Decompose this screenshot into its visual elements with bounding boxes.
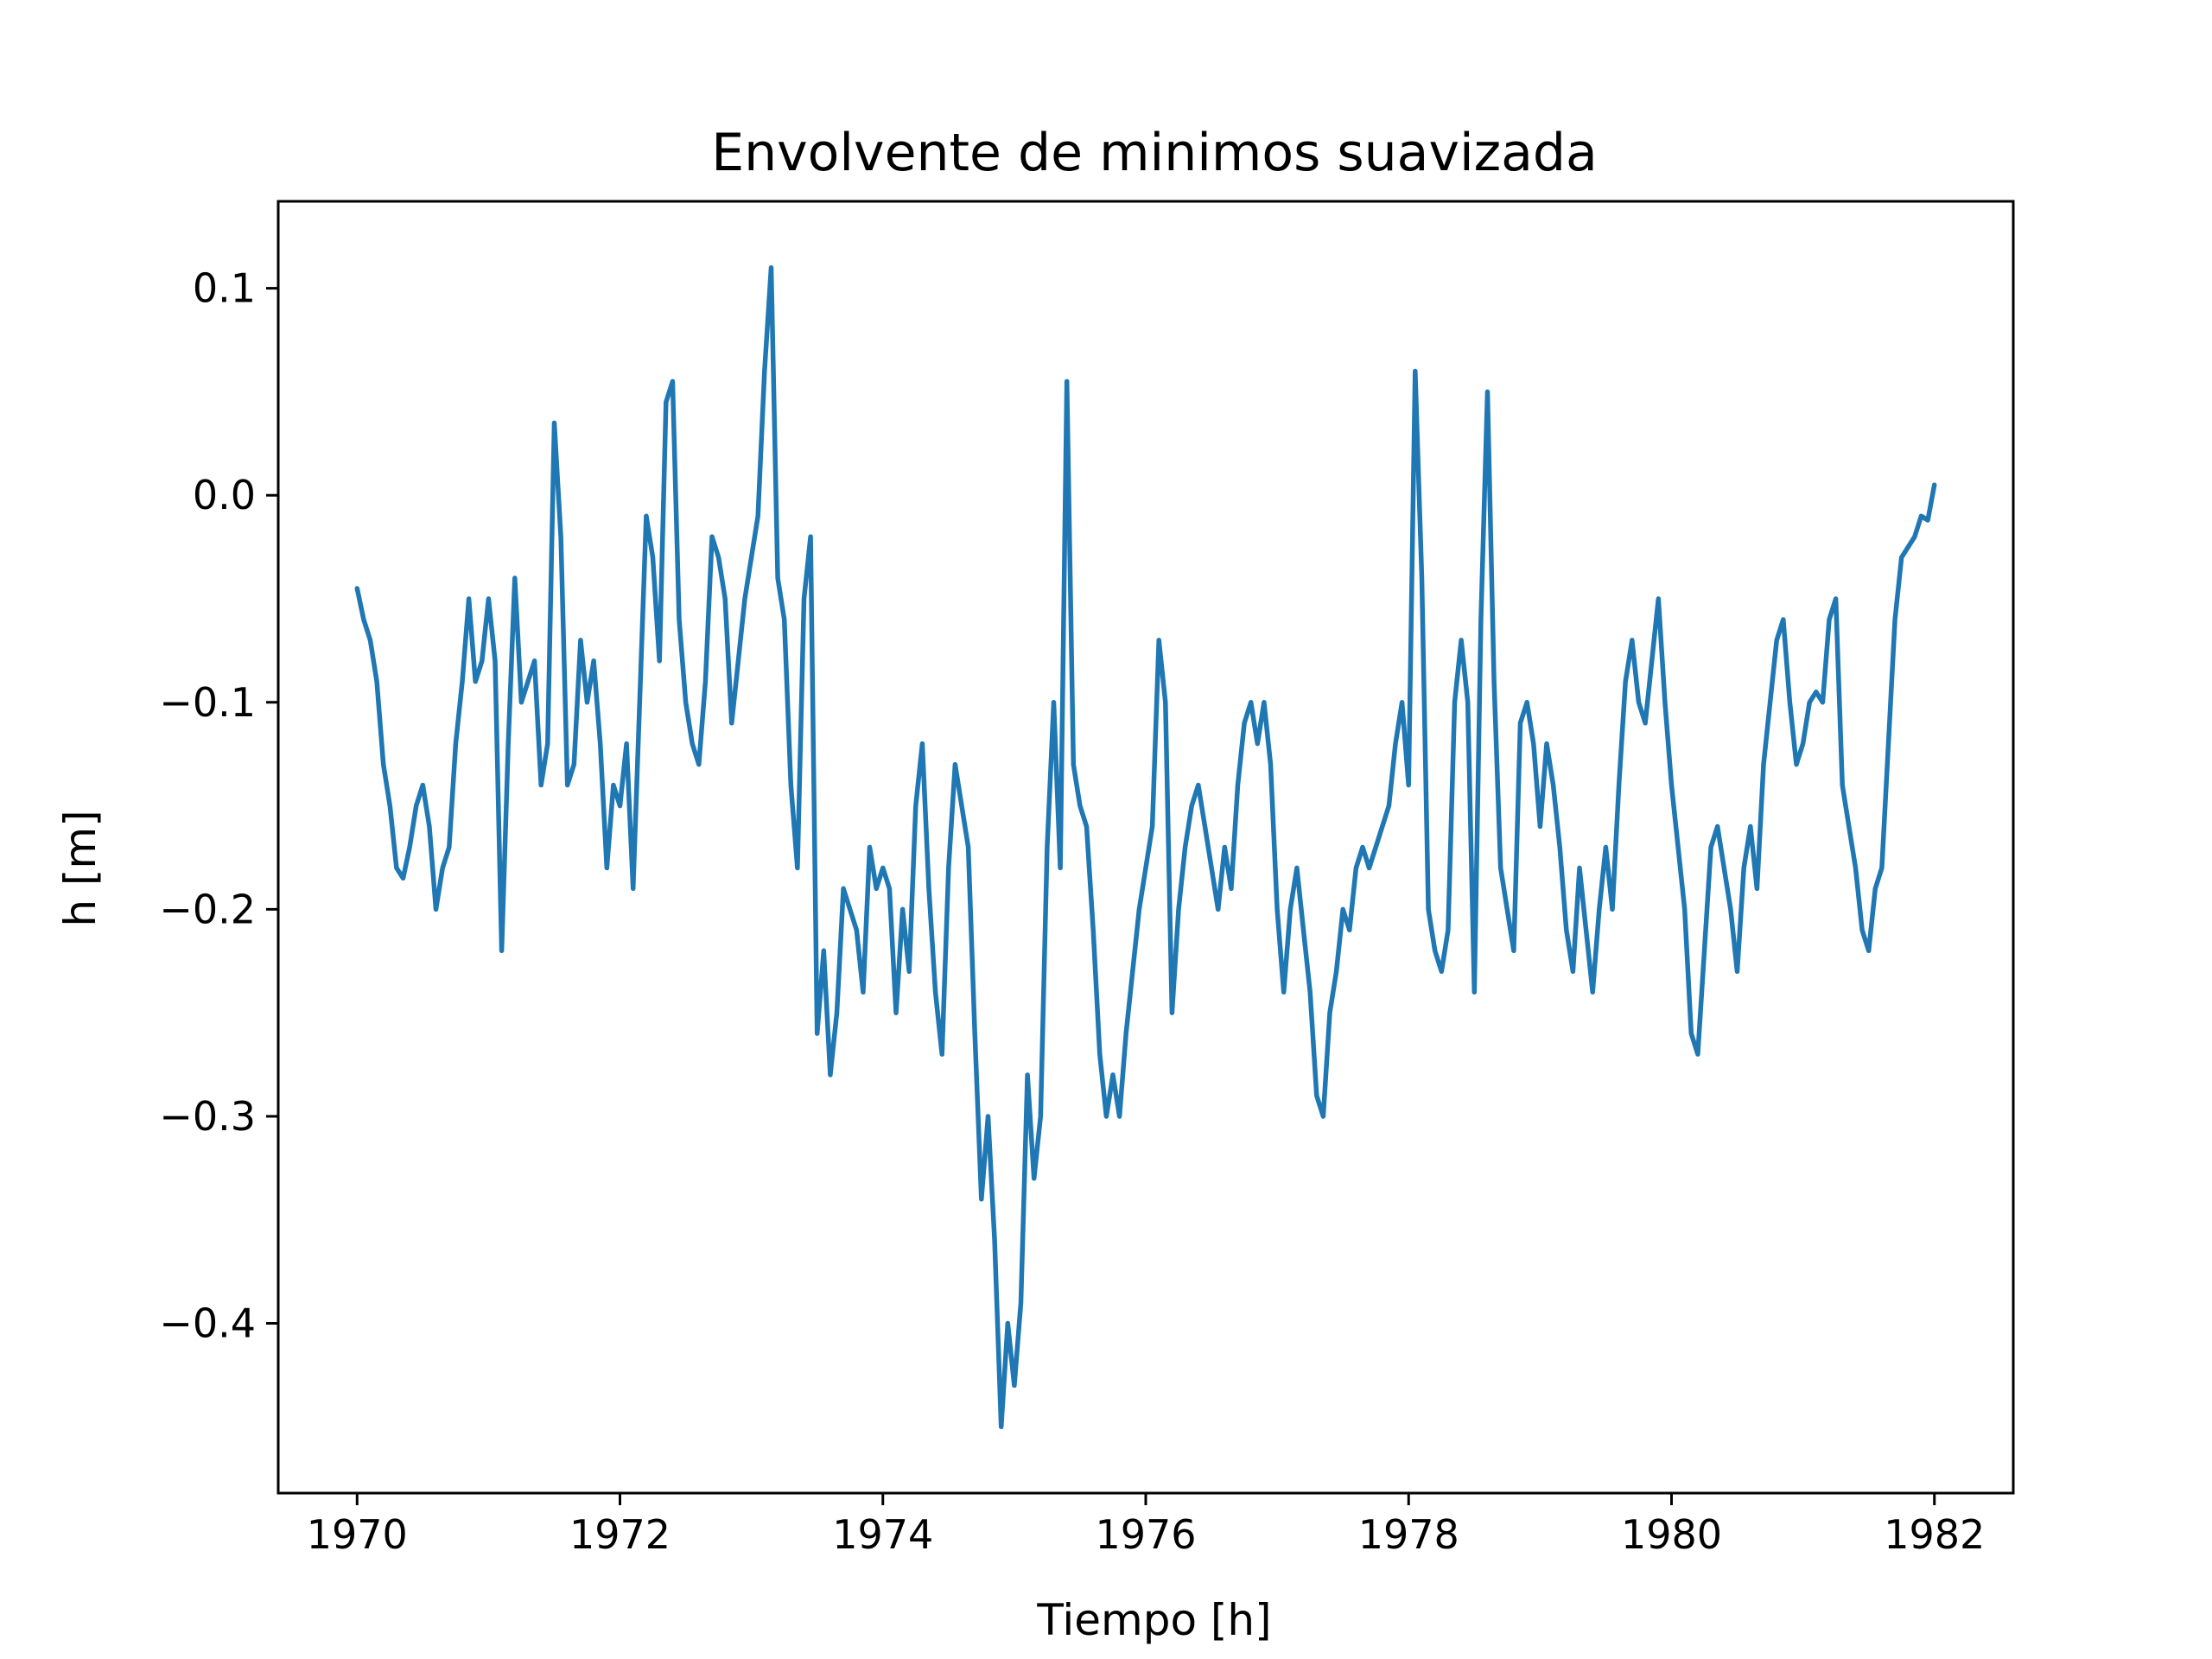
x-axis-label: Tiempo [h] [1036,1595,1271,1645]
y-tick-label: −0.3 [159,1093,256,1140]
y-tick-label: −0.4 [159,1300,256,1347]
x-tick-label: 1978 [1358,1511,1459,1558]
x-tick-label: 1982 [1884,1511,1985,1558]
y-axis-ticks: 0.1 0.0 −0.1 −0.2 −0.3 −0.4 [159,265,278,1347]
y-tick-label: 0.1 [193,265,256,312]
x-tick-label: 1980 [1621,1511,1722,1558]
x-tick-label: 1972 [569,1511,671,1558]
x-axis-ticks: 1970 1972 1974 1976 1978 1980 1982 [307,1493,1985,1558]
x-tick-label: 1976 [1095,1511,1196,1558]
chart-title: Envolvente de minimos suavizada [711,123,1598,183]
y-tick-label: 0.0 [193,472,256,518]
y-tick-label: −0.1 [159,679,256,726]
series-line [354,264,1937,1430]
y-axis-label: h [m] [55,810,105,926]
x-tick-label: 1974 [832,1511,933,1558]
y-tick-label: −0.2 [159,886,256,932]
plot-frame [276,200,2015,1495]
x-tick-label: 1970 [307,1511,408,1558]
